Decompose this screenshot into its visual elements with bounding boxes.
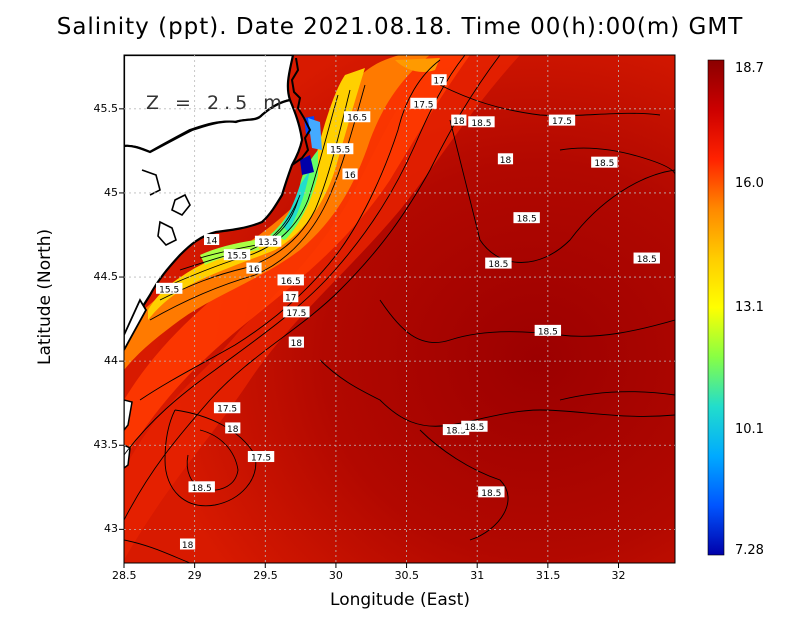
contour-label: 18 [179, 538, 196, 551]
contour-label: 18 [497, 153, 514, 166]
y-tick-label: 44 [104, 354, 118, 368]
svg-text:18: 18 [182, 541, 194, 551]
svg-text:18.5: 18.5 [192, 484, 212, 494]
svg-text:17.5: 17.5 [217, 405, 237, 415]
svg-text:16.5: 16.5 [347, 114, 367, 124]
svg-text:18: 18 [291, 339, 303, 349]
contour-label: 18.5 [591, 156, 618, 169]
salinity-field [124, 55, 675, 563]
contour-label: 16.5 [343, 111, 371, 124]
y-tick-label: 45 [104, 185, 118, 199]
contour-label: 17.5 [213, 402, 241, 415]
svg-text:17: 17 [433, 77, 444, 87]
svg-text:18.5: 18.5 [464, 423, 484, 433]
contour-label: 15.5 [326, 143, 354, 156]
y-tick-label: 43 [104, 522, 118, 536]
svg-text:17.5: 17.5 [286, 309, 306, 319]
svg-text:17.5: 17.5 [413, 100, 433, 110]
colorbar-label: 13.1 [735, 300, 764, 315]
x-tick-label: 31.5 [535, 569, 561, 582]
depth-label: Z = 2.5 m [146, 92, 287, 114]
contour-label: 14 [203, 234, 220, 247]
contour-label: 18.5 [513, 212, 540, 225]
contour-label: 17.5 [247, 451, 275, 464]
svg-text:18.5: 18.5 [594, 159, 614, 169]
svg-text:18.5: 18.5 [517, 215, 537, 225]
svg-text:18: 18 [500, 156, 512, 166]
contour-label: 15.5 [156, 282, 183, 295]
contour-label: 18.5 [633, 252, 660, 265]
svg-text:17.5: 17.5 [251, 454, 271, 464]
contour-label: 18.5 [442, 424, 470, 437]
contour-label: 18.5 [534, 324, 562, 337]
colorbar-label: 16.0 [735, 176, 764, 191]
y-tick-label: 45.5 [93, 101, 119, 115]
gridlines [124, 55, 675, 563]
colorbar-label: 10.1 [735, 422, 764, 437]
contour-label: 16.5 [277, 274, 304, 287]
x-tick-label: 30 [328, 569, 343, 582]
svg-text:14: 14 [206, 237, 218, 247]
svg-text:18.5: 18.5 [538, 327, 558, 337]
contour-label: 16 [342, 168, 358, 181]
contour-label: 18.5 [468, 116, 495, 129]
colorbar-label: 7.28 [735, 543, 764, 558]
y-axis-label: Latitude (North) [35, 228, 55, 365]
svg-text:18.5: 18.5 [481, 489, 501, 499]
x-tick-label: 29.5 [253, 569, 278, 582]
contour-label: 17 [431, 74, 447, 87]
contour-label: 17.5 [548, 114, 576, 127]
svg-text:17.5: 17.5 [552, 117, 572, 127]
x-tick-label: 29 [187, 569, 202, 582]
chart-title: Salinity (ppt). Date 2021.08.18. Time 00… [56, 14, 744, 40]
x-tick-label: 31 [470, 569, 485, 582]
svg-text:18.5: 18.5 [471, 119, 491, 129]
colorbar-label: 18.7 [735, 61, 764, 76]
contour-label: 15.5 [223, 249, 251, 262]
x-tick-label: 32 [611, 569, 626, 582]
contour-label: 18 [451, 114, 467, 127]
svg-text:15.5: 15.5 [159, 285, 179, 295]
svg-text:15.5: 15.5 [330, 146, 350, 156]
plot-frame [123, 54, 676, 564]
contour-label: 13.5 [254, 235, 282, 248]
contour-label: 18 [225, 422, 241, 435]
x-tick-label: 30.5 [394, 569, 420, 582]
svg-text:18.5: 18.5 [446, 427, 466, 437]
svg-text:13.5: 13.5 [258, 238, 278, 248]
contour-label: 16 [246, 262, 262, 275]
svg-text:18.5: 18.5 [637, 255, 657, 265]
contour-label: 18.5 [478, 486, 505, 499]
svg-text:18: 18 [227, 425, 239, 435]
contour-label: 18.5 [188, 481, 215, 494]
svg-text:18.5: 18.5 [488, 260, 508, 270]
y-tick-label: 43.5 [93, 438, 119, 452]
contour-label: 18 [288, 336, 304, 349]
svg-text:17: 17 [285, 294, 296, 304]
svg-text:18: 18 [453, 117, 465, 127]
y-tick-label: 44.5 [93, 270, 119, 284]
contour-label: 17.5 [410, 97, 437, 110]
svg-text:16: 16 [344, 171, 356, 181]
colorbar [707, 59, 725, 556]
contour-label: 18.5 [485, 257, 512, 270]
contour-label: 17.5 [283, 306, 310, 319]
svg-text:15.5: 15.5 [227, 252, 247, 262]
contour-label: 17 [283, 291, 299, 304]
x-axis-label: Longitude (East) [330, 590, 470, 610]
x-tick-label: 28.5 [112, 569, 137, 582]
contour-label: 18.5 [461, 420, 488, 433]
svg-text:16: 16 [248, 265, 260, 275]
svg-text:16.5: 16.5 [281, 277, 301, 287]
contour-labels: 17 17.5 16.5 18 18.5 17.5 15.5 18 18.5 16 18.5 14 13… [156, 74, 660, 551]
